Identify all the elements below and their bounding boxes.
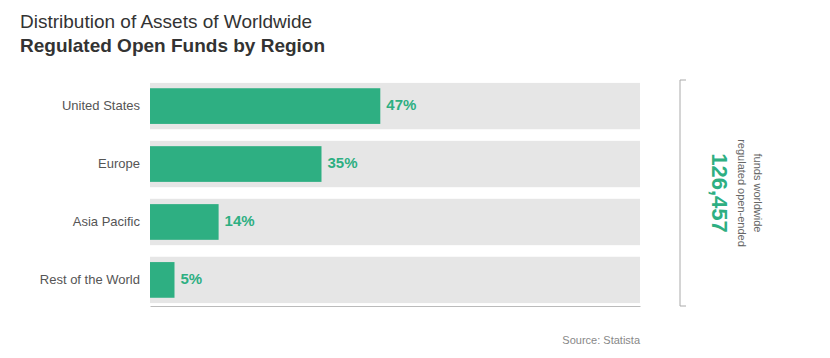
- bar: [150, 146, 322, 182]
- annotation: regulated open-ended: [736, 139, 748, 247]
- data-label: 5%: [181, 270, 203, 287]
- data-label: 47%: [386, 96, 416, 113]
- title: Distribution of Assets of Worldwide: [20, 11, 312, 32]
- data-label: 35%: [328, 154, 358, 171]
- track-bar: [150, 257, 640, 303]
- chart-svg: Distribution of Assets of Worldwide Regul…: [0, 0, 830, 358]
- bar: [150, 88, 380, 124]
- track-bar: [150, 141, 640, 187]
- y-tick: Europe: [98, 156, 150, 171]
- x-axis-line: [151, 306, 641, 307]
- x-axis: [151, 306, 641, 307]
- y-tick: Rest of the World: [40, 272, 150, 287]
- bracket: [680, 80, 686, 306]
- y-tick: Asia Pacific: [73, 214, 150, 229]
- bars-group: [150, 83, 640, 303]
- y-axis: United States Europe Asia Pacific Rest of t…: [40, 98, 150, 287]
- annotation: funds worldwide: [752, 154, 764, 233]
- track-bar: [150, 199, 640, 245]
- y-tick-label: United States: [62, 98, 141, 113]
- data-label: 14%: [225, 212, 255, 229]
- y-tick-label: Asia Pacific: [73, 214, 141, 229]
- source: Source: Statista: [562, 334, 641, 346]
- bar: [150, 262, 175, 298]
- annotation: 126,457: [707, 153, 732, 233]
- y-tick-label: Europe: [98, 156, 140, 171]
- bar: [150, 204, 219, 240]
- track-bar: [150, 83, 640, 129]
- bracket-line: [680, 306, 686, 307]
- plot-area: 47% 35% 14% 5% United States Europe Asia Pacif…: [40, 83, 641, 307]
- bracket-line: [680, 80, 686, 81]
- y-tick-label: Rest of the World: [40, 272, 140, 287]
- title: Regulated Open Funds by Region: [20, 35, 325, 56]
- bracket-line: [680, 80, 681, 306]
- y-tick: United States: [62, 98, 150, 113]
